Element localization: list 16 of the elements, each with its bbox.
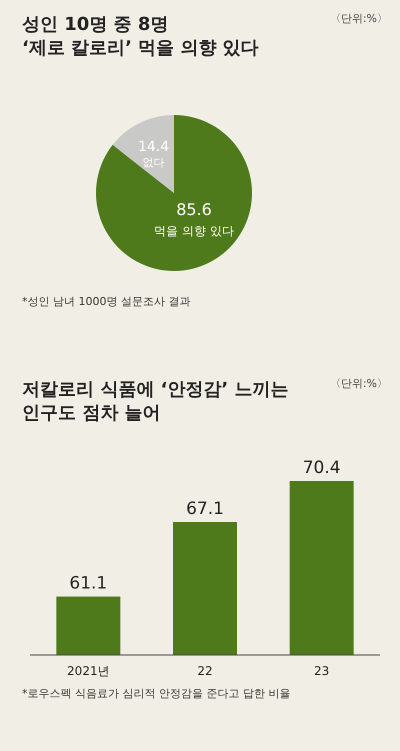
chart-title: 성인 10명 중 8명 ‘제로 칼로리’ 먹을 의향 있다 [22,14,259,58]
text: *로우스펙 식음료가 심리적 안정감을 준다고 답한 비율 [22,687,290,700]
chart-title: 저칼로리 식품에 ‘안정감’ 느끼는 인구도 점차 늘어 [22,379,288,424]
data-label: 67.1 [186,499,224,520]
x-tick-label: 2021년 [67,664,110,678]
text: 〈단위:%〉 [330,12,388,25]
x-tick-label: 23 [314,664,330,678]
data-label: 70.4 [302,458,341,478]
data-label: 85.6 [176,200,212,219]
text: 〈단위:%〉 [330,377,388,390]
x-tick-label: 22 [197,664,213,678]
data-label: 14.4 [138,138,170,155]
text: *성인 남녀 1000명 설문조사 결과 [22,295,190,308]
data-label: 61.1 [69,574,108,594]
slice-label: 없다 [142,156,165,169]
slice-label: 먹을 의향 있다 [154,224,234,238]
